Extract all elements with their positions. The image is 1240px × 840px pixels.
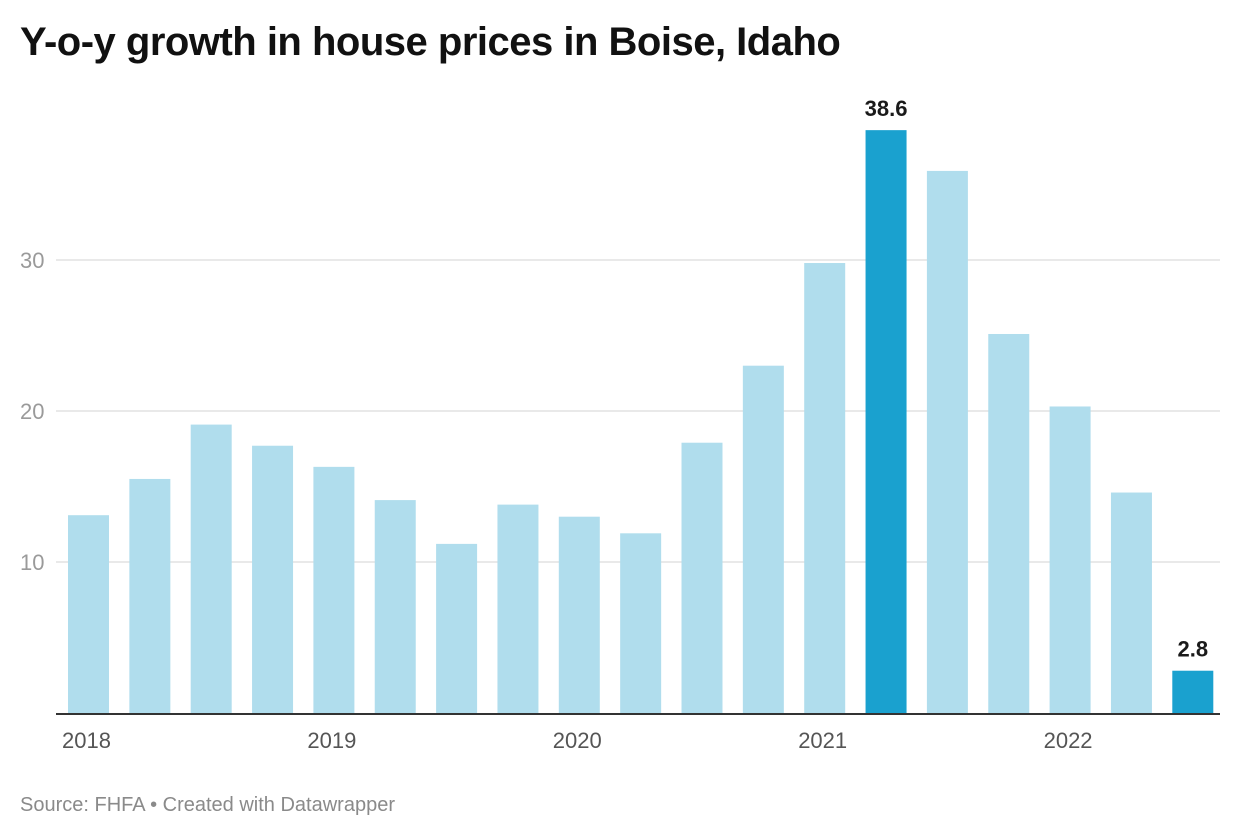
bar-2022-q1 [1049,406,1091,713]
chart-title: Y-o-y growth in house prices in Boise, I… [20,20,841,64]
bar-2022-q3 [1172,670,1214,713]
bar-2020-q4 [742,365,784,713]
labels-layer: 38.6 2.8 [865,96,1208,662]
bar-2021-q4 [988,333,1030,713]
bar-2021-q3 [926,170,968,713]
bar-2022-q2 [1110,492,1152,713]
y-tick-label: 30 [20,248,44,273]
bar-chart: 10 20 30 38.6 2.8 2018 2019 2020 2021 2022 [20,96,1220,753]
bar-2020-q2 [620,533,662,713]
x-axis: 2018 2019 2020 2021 2022 [56,713,1220,753]
bar-2018-q3 [190,424,232,713]
bar-2021-q2 [865,130,907,713]
bar-2018-q4 [252,445,294,713]
bar-2019-q3 [436,543,478,713]
bar-2021-q1 [804,263,846,713]
data-label: 38.6 [865,96,908,121]
bars-layer [68,130,1214,713]
bar-2019-q4 [497,504,539,713]
chart-footer: Source: FHFA • Created with Datawrapper [20,794,395,817]
bar-2019-q2 [374,500,416,713]
bar-2018-q1 [68,515,109,713]
x-tick-label: 2018 [62,728,111,753]
x-tick-label: 2021 [798,728,847,753]
credit-note: Created with Datawrapper [162,794,395,816]
x-tick-label: 2020 [553,728,602,753]
footer-separator: • [150,794,158,816]
bar-2019-q1 [313,466,355,713]
y-tick-label: 20 [20,399,44,424]
bar-2020-q1 [558,516,600,713]
bar-2018-q2 [129,478,171,713]
y-tick-label: 10 [20,550,44,575]
x-tick-label: 2022 [1044,728,1093,753]
x-tick-label: 2019 [307,728,356,753]
source-note: Source: FHFA [20,794,145,816]
data-label: 2.8 [1178,637,1209,662]
bar-2020-q3 [681,442,723,713]
